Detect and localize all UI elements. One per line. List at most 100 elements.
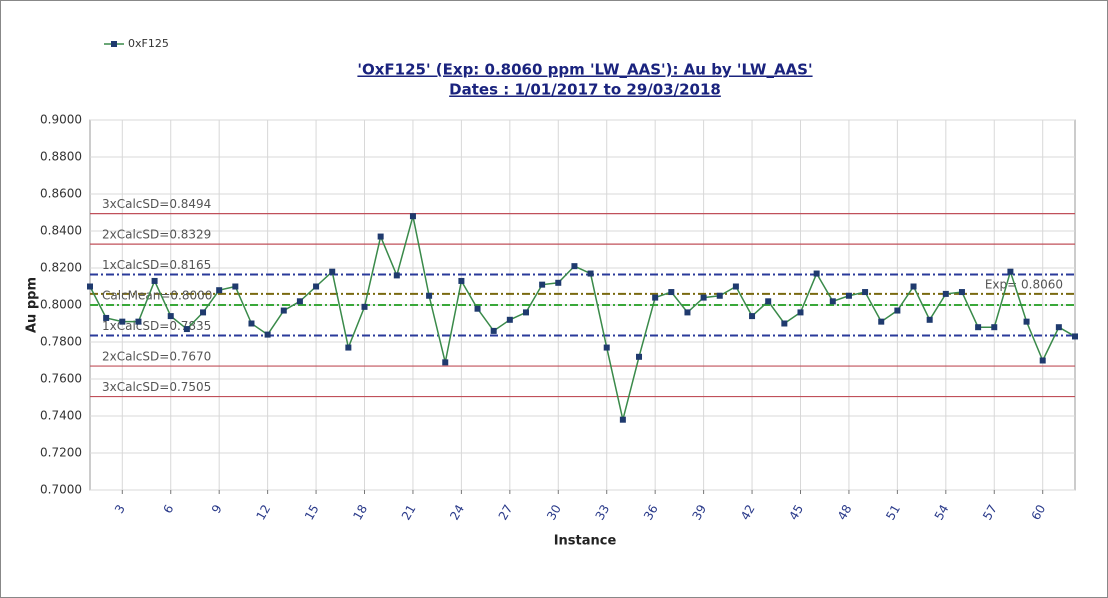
data-point [926, 316, 933, 323]
data-point [942, 290, 949, 297]
x-tick-label: 45 [786, 502, 806, 522]
reference-label: 2xCalcSD=0.8329 [102, 228, 211, 242]
x-tick-label: 24 [447, 502, 467, 522]
data-point [135, 318, 142, 325]
data-point [103, 314, 110, 321]
y-tick-label: 0.7000 [40, 483, 82, 497]
data-point [232, 283, 239, 290]
data-point [603, 344, 610, 351]
legend-marker [111, 41, 117, 47]
data-point [183, 326, 190, 333]
data-point [345, 344, 352, 351]
x-tick-label: 60 [1029, 502, 1049, 522]
data-point [1023, 318, 1030, 325]
x-tick-label: 21 [399, 502, 419, 522]
y-tick-label: 0.8600 [40, 187, 82, 201]
reference-label: 1xCalcSD=0.8165 [102, 258, 211, 272]
y-tick-label: 0.7800 [40, 335, 82, 349]
data-point [490, 327, 497, 334]
data-point [539, 281, 546, 288]
chart-subtitle: Dates : 1/01/2017 to 29/03/2018 [449, 81, 721, 99]
legend-label: 0xF125 [128, 37, 169, 50]
y-tick-label: 0.8000 [40, 298, 82, 312]
data-point [845, 292, 852, 299]
data-point [87, 283, 93, 290]
y-tick-label: 0.8400 [40, 224, 82, 238]
data-point [377, 233, 384, 240]
data-point [442, 359, 449, 366]
data-point [1055, 324, 1062, 331]
data-point [555, 279, 562, 286]
data-point [878, 318, 885, 325]
data-point [458, 277, 465, 284]
reference-label: 3xCalcSD=0.8494 [102, 197, 211, 211]
data-point [813, 270, 820, 277]
data-point [426, 292, 433, 299]
data-point [587, 270, 594, 277]
y-tick-label: 0.7600 [40, 372, 82, 386]
reference-label: CalcMean=0.8000 [102, 289, 212, 303]
data-point [151, 277, 158, 284]
data-point [652, 294, 659, 301]
data-point [119, 318, 126, 325]
data-point [636, 353, 643, 360]
data-point [216, 287, 223, 294]
x-tick-label: 33 [593, 502, 613, 522]
data-point [361, 303, 368, 310]
data-point [1072, 333, 1078, 340]
x-tick-label: 30 [544, 502, 564, 522]
x-tick-label: 27 [496, 502, 516, 522]
x-tick-label: 36 [641, 502, 661, 522]
data-point [1039, 357, 1046, 364]
data-point [474, 305, 481, 312]
data-point [313, 283, 320, 290]
data-point [991, 324, 998, 331]
data-point [958, 289, 965, 296]
data-point [280, 307, 287, 314]
data-point [506, 316, 513, 323]
x-tick-label: 18 [350, 502, 370, 522]
data-point [732, 283, 739, 290]
y-tick-label: 0.7400 [40, 409, 82, 423]
data-point [716, 292, 723, 299]
y-tick-label: 0.7200 [40, 446, 82, 460]
x-axis-label: Instance [554, 534, 617, 549]
data-point [619, 416, 626, 423]
x-tick-label: 12 [253, 502, 273, 522]
data-point [829, 298, 836, 305]
reference-label: 2xCalcSD=0.7670 [102, 350, 211, 364]
y-tick-label: 0.8800 [40, 150, 82, 164]
reference-label: 3xCalcSD=0.7505 [102, 380, 211, 394]
data-point [894, 307, 901, 314]
x-tick-label: 51 [883, 502, 903, 522]
data-point [167, 313, 174, 320]
y-axis-label: Au ppm [25, 277, 40, 333]
y-tick-label: 0.8200 [40, 261, 82, 275]
chart-title: 'OxF125' (Exp: 0.8060 ppm 'LW_AAS'): Au … [357, 61, 812, 79]
reference-label: Exp= 0.8060 [985, 277, 1063, 291]
data-point [200, 309, 207, 316]
data-point [1007, 268, 1014, 275]
data-point [393, 272, 400, 279]
data-point [749, 313, 756, 320]
data-point [797, 309, 804, 316]
data-point [409, 213, 416, 220]
y-tick-label: 0.9000 [40, 113, 82, 127]
data-point [700, 294, 707, 301]
data-point [329, 268, 336, 275]
data-point [910, 283, 917, 290]
x-tick-label: 15 [302, 502, 322, 522]
data-point [248, 320, 255, 327]
data-point [668, 289, 675, 296]
x-tick-label: 42 [738, 502, 758, 522]
x-tick-label: 57 [980, 502, 1000, 522]
data-point [975, 324, 982, 331]
data-point [522, 309, 529, 316]
data-point [296, 298, 303, 305]
x-tick-label: 48 [835, 502, 855, 522]
x-tick-label: 39 [689, 502, 709, 522]
data-point [781, 320, 788, 327]
data-point [264, 331, 271, 338]
data-point [571, 263, 578, 270]
